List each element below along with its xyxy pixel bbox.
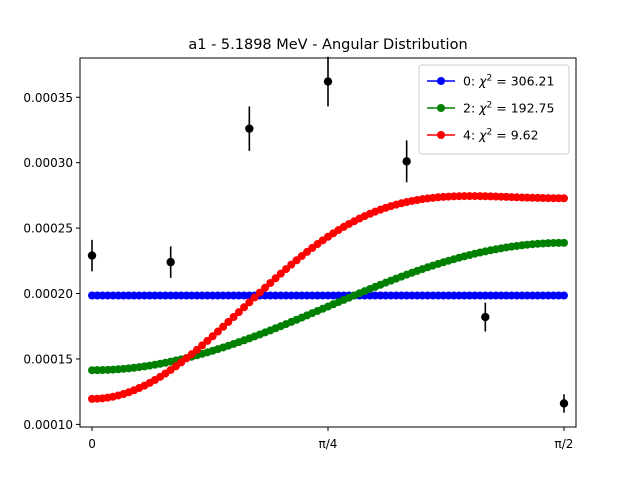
series-point-order4 xyxy=(266,278,275,287)
measurement-point xyxy=(402,157,411,166)
series-point-order4 xyxy=(219,322,228,331)
series-point-order4 xyxy=(255,288,264,297)
series-point-order4 xyxy=(234,308,243,317)
measurement-points xyxy=(87,56,569,413)
series-point-order4 xyxy=(192,345,201,354)
y-tick-label: 0.00035 xyxy=(23,91,73,105)
series-point-order4 xyxy=(276,269,285,278)
y-tick-label: 0.00015 xyxy=(23,352,73,366)
series-point-order4 xyxy=(245,298,254,307)
series-point-order4 xyxy=(559,194,568,203)
measurement-point xyxy=(323,77,333,86)
series-point-order4 xyxy=(282,265,291,274)
measurement-point xyxy=(481,312,490,322)
legend-marker xyxy=(437,104,445,112)
series-order2 xyxy=(88,238,568,375)
series-point-order4 xyxy=(229,313,238,322)
legend-marker xyxy=(437,131,445,139)
series-point-order4 xyxy=(250,293,259,302)
y-tick-label: 0.00020 xyxy=(23,287,73,301)
plot-area xyxy=(87,56,569,413)
legend-label: 0: χ2 = 306.21 xyxy=(463,74,554,89)
legend-entry-order2: 2: χ2 = 192.75 xyxy=(427,101,554,116)
series-order0 xyxy=(88,291,568,300)
x-tick-label: π/4 xyxy=(319,437,338,451)
measurement-point xyxy=(87,251,97,260)
legend-label: 2: χ2 = 192.75 xyxy=(463,101,554,116)
legend-entry-order4: 4: χ2 = 9.62 xyxy=(427,128,539,143)
x-tick-label: 0 xyxy=(88,437,96,451)
x-tick-label: π/2 xyxy=(555,437,574,451)
legend-box xyxy=(418,64,570,155)
y-tick-label: 0.00025 xyxy=(23,222,73,236)
series-point-order2 xyxy=(559,238,568,247)
series-order4 xyxy=(88,192,568,403)
series-point-order4 xyxy=(261,283,270,292)
measurement-point xyxy=(245,124,254,133)
series-point-order4 xyxy=(203,336,212,345)
measurement-point xyxy=(559,399,569,408)
series-point-order4 xyxy=(224,317,233,326)
series-point-order0 xyxy=(559,291,568,300)
legend-entry-order0: 0: χ2 = 306.21 xyxy=(427,74,554,89)
axes: 0 π/4 π/2 0.00010 0.00015 0.00020 0.00025 0.000… xyxy=(23,57,577,451)
series-point-order4 xyxy=(198,341,207,350)
chart-title: a1 - 5.1898 MeV - Angular Distribution xyxy=(188,37,467,53)
series-point-order4 xyxy=(271,274,280,283)
series-point-order4 xyxy=(213,327,222,336)
measurement-point xyxy=(166,257,175,267)
legend-marker xyxy=(437,77,445,85)
series-point-order4 xyxy=(240,303,249,312)
legend: 0: χ2 = 306.21 2: χ2 = 192.75 4: χ2 = 9.62 xyxy=(418,64,570,155)
y-tick-label: 0.00030 xyxy=(23,156,73,170)
y-tick-label: 0.00010 xyxy=(23,418,73,432)
legend-label: 4: χ2 = 9.62 xyxy=(463,128,539,143)
series-point-order4 xyxy=(287,260,296,269)
series-point-order4 xyxy=(208,332,217,341)
